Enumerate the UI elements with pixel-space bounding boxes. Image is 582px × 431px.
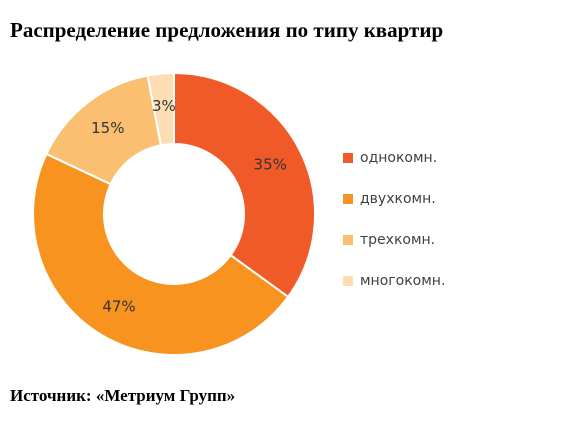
slice-1: [32, 152, 290, 356]
data-label-2: 15%: [91, 119, 124, 137]
legend-swatch-1: [343, 194, 353, 204]
chart-title: Распределение предложения по типу кварти…: [10, 18, 444, 42]
slice-0: [173, 71, 316, 299]
data-label-3: 3%: [152, 97, 176, 115]
legend-label-1: двухкомн.: [360, 191, 436, 207]
legend-label-3: многокомн.: [360, 273, 445, 289]
source-note: Источник: «Метриум Групп»: [10, 386, 236, 405]
legend-swatch-2: [343, 235, 353, 245]
legend-swatch-0: [343, 153, 353, 163]
data-label-0: 35%: [254, 155, 287, 173]
legend: однокомн. двухкомн. трехкомн. многокомн.: [343, 150, 445, 289]
data-label-1: 47%: [102, 297, 135, 315]
legend-label-2: трехкомн.: [360, 232, 435, 248]
slice-3: [146, 71, 175, 147]
legend-label-0: однокомн.: [360, 150, 437, 166]
legend-swatch-3: [343, 276, 353, 286]
donut-slices: [32, 71, 316, 356]
slice-labels: 35% 47% 15% 3%: [91, 97, 287, 315]
